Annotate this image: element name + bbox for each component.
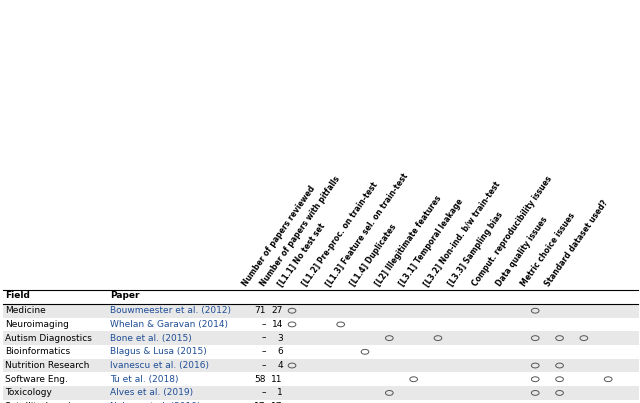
Text: –: – [261,361,266,370]
Text: [L1.3] Feature sel. on train-test: [L1.3] Feature sel. on train-test [324,171,410,288]
Text: 58: 58 [254,375,266,384]
Text: 1: 1 [277,388,283,397]
Text: Nalepa et al. (2019): Nalepa et al. (2019) [110,402,200,403]
Text: Number of papers with pitfalls: Number of papers with pitfalls [258,174,342,288]
Text: Nutrition Research: Nutrition Research [5,361,90,370]
Text: Bouwmeester et al. (2012): Bouwmeester et al. (2012) [110,306,231,315]
Text: Metric choice issues: Metric choice issues [519,211,577,288]
Text: –: – [261,347,266,356]
Text: Comput. reproducibility issues: Comput. reproducibility issues [470,174,554,288]
Text: Neuroimaging: Neuroimaging [5,320,69,329]
Text: Satellite Imaging: Satellite Imaging [5,402,83,403]
Text: Alves et al. (2019): Alves et al. (2019) [110,388,193,397]
Text: Bioinformatics: Bioinformatics [5,347,70,356]
Bar [3,331,639,345]
Text: 17: 17 [254,402,266,403]
Text: [L2] Illegitimate features: [L2] Illegitimate features [373,194,443,288]
Text: Ivanescu et al. (2016): Ivanescu et al. (2016) [110,361,209,370]
Text: [L3.3] Sampling bias: [L3.3] Sampling bias [446,210,504,288]
Text: 11: 11 [271,375,283,384]
Text: –: – [261,334,266,343]
Text: Autism Diagnostics: Autism Diagnostics [5,334,92,343]
Text: 4: 4 [277,361,283,370]
Text: Bone et al. (2015): Bone et al. (2015) [110,334,192,343]
Text: Standard dataset used?: Standard dataset used? [543,199,610,288]
Text: Medicine: Medicine [5,306,46,315]
Text: Software Eng.: Software Eng. [5,375,68,384]
Text: [L3.2] Non-ind. b/w train-test: [L3.2] Non-ind. b/w train-test [422,180,502,288]
Text: Number of papers reviewed: Number of papers reviewed [241,185,317,288]
Text: [L1.4] Duplicates: [L1.4] Duplicates [349,222,399,288]
Text: –: – [261,388,266,397]
Text: [L1.1] No test set: [L1.1] No test set [276,221,327,288]
Text: 3: 3 [277,334,283,343]
Text: 27: 27 [271,306,283,315]
Text: [L3.1] Temporal leakage: [L3.1] Temporal leakage [397,197,465,288]
Bar [3,359,639,372]
Text: 17: 17 [271,402,283,403]
Text: Whelan & Garavan (2014): Whelan & Garavan (2014) [110,320,228,329]
Text: Paper: Paper [110,291,140,300]
Text: Blagus & Lusa (2015): Blagus & Lusa (2015) [110,347,207,356]
Text: Tu et al. (2018): Tu et al. (2018) [110,375,179,384]
Bar [3,386,639,400]
Text: 71: 71 [254,306,266,315]
Text: [L1.2] Pre-proc. on train-test: [L1.2] Pre-proc. on train-test [300,181,380,288]
Text: –: – [261,320,266,329]
Text: 14: 14 [271,320,283,329]
Text: Toxicology: Toxicology [5,388,52,397]
Text: Data quality issues: Data quality issues [495,215,550,288]
Text: 6: 6 [277,347,283,356]
Bar [3,304,639,318]
Text: Field: Field [5,291,30,300]
